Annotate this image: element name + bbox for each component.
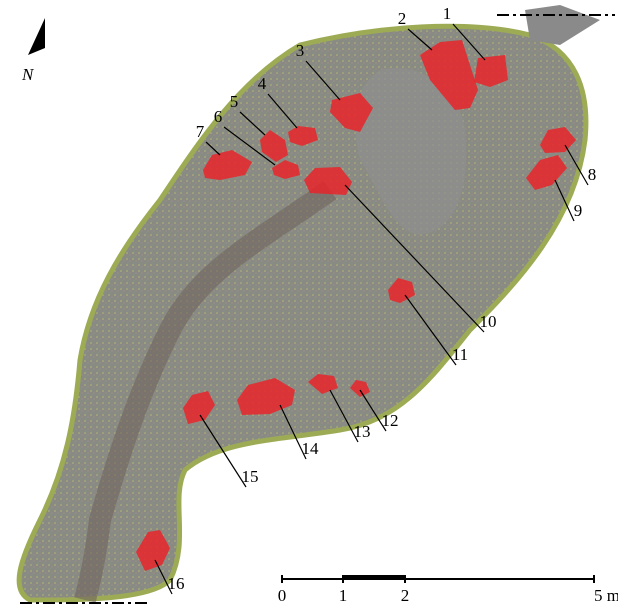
marker-label: 1: [443, 4, 452, 23]
marker-label: 7: [196, 122, 205, 141]
scale-label: 0: [278, 586, 287, 605]
marker-label: 15: [242, 467, 259, 486]
marker-label: 3: [296, 41, 305, 60]
marker-label: 16: [168, 574, 185, 593]
top-stream: [525, 5, 600, 45]
scale-bar-block: [343, 575, 405, 579]
marker-label: 12: [382, 411, 399, 430]
marker-label: 5: [230, 92, 239, 111]
marker-label: 9: [574, 201, 583, 220]
marker-label: 14: [302, 439, 320, 458]
marker-label: 13: [354, 422, 371, 441]
site-map: N 12345678910111213141516 0125 m: [0, 0, 618, 605]
marker-label: 4: [258, 74, 267, 93]
scale-label: 1: [339, 586, 348, 605]
marker-label: 2: [398, 9, 407, 28]
scale-label: 2: [401, 586, 410, 605]
north-label: N: [21, 65, 35, 84]
marker-label: 11: [452, 345, 468, 364]
marker-label: 6: [214, 107, 223, 126]
marker-label: 8: [588, 165, 597, 184]
scale-label: 5 m: [594, 586, 618, 605]
marker-label: 10: [480, 312, 497, 331]
north-arrow: [28, 18, 45, 55]
